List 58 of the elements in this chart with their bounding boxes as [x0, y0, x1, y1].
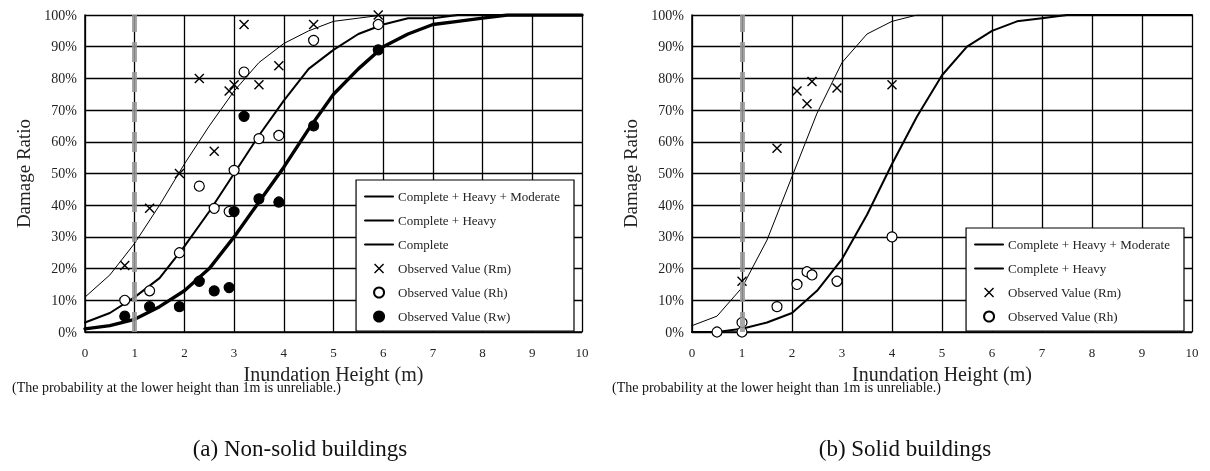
y-tick-label: 90% [51, 39, 78, 55]
y-tick-label: 70% [658, 102, 685, 118]
legend-label: Complete + Heavy [1008, 261, 1107, 276]
legend-label: Observed Value (Rw) [398, 309, 511, 324]
legend-label: Observed Value (Rm) [1008, 285, 1122, 300]
y-axis-title: Damage Ratio [620, 118, 641, 229]
x-tick-label: 8 [1088, 345, 1096, 360]
y-tick-label: 0% [665, 324, 685, 340]
x-tick-label: 5 [938, 345, 946, 360]
x-tick-label: 2 [181, 345, 188, 360]
y-tick-label: 20% [658, 261, 685, 277]
x-tick-label: 7 [1038, 345, 1046, 360]
x-tick-label: 3 [230, 345, 238, 360]
y-tick-label: 80% [658, 70, 685, 86]
y-tick-label: 10% [51, 292, 78, 308]
x-tick-label: 1 [131, 345, 138, 360]
y-tick-label: 30% [658, 229, 685, 245]
y-tick-label: 40% [51, 197, 78, 213]
y-tick-label: 50% [51, 166, 78, 181]
x-tick-label: 0 [81, 345, 89, 360]
y-tick-label: 90% [658, 39, 685, 55]
legend-label: Observed Value (Rm) [398, 261, 512, 276]
legend-label: Observed Value (Rh) [1008, 309, 1118, 324]
x-tick-label: 4 [888, 345, 896, 360]
x-tick-label: 3 [838, 345, 846, 360]
x-tick-label: 9 [1138, 345, 1146, 360]
text: (b) Solid buildings [818, 436, 992, 461]
legend-label: Complete + Heavy + Moderate [1008, 237, 1171, 252]
y-axis-title: Damage Ratio [13, 118, 34, 229]
y-tick-label: 60% [51, 134, 78, 150]
y-tick-label: 20% [51, 261, 78, 277]
x-tick-label: 6 [988, 345, 996, 360]
x-tick-label: 7 [429, 345, 437, 360]
x-tick-label: 4 [280, 345, 288, 360]
x-tick-label: 10 [1185, 345, 1199, 360]
x-tick-label: 9 [529, 345, 536, 360]
y-tick-label: 100% [44, 7, 78, 23]
legend-label: Observed Value (Rh) [398, 285, 508, 300]
legend-label: Complete + Heavy [398, 213, 497, 228]
y-tick-label: 40% [658, 197, 685, 213]
legend-label: Complete + Heavy + Moderate [398, 189, 561, 204]
x-tick-label: 1 [738, 345, 746, 360]
y-tick-label: 0% [58, 324, 78, 340]
y-tick-label: 30% [51, 229, 78, 245]
x-tick-label: 0 [688, 345, 696, 360]
x-tick-label: 5 [330, 345, 337, 360]
y-tick-label: 100% [651, 7, 685, 23]
y-tick-label: 50% [658, 166, 685, 181]
x-tick-label: 6 [379, 345, 387, 360]
y-tick-label: 70% [51, 102, 78, 118]
y-tick-label: 80% [51, 70, 78, 86]
legend-label: Complete [398, 237, 449, 252]
x-tick-label: 8 [479, 345, 486, 360]
y-tick-label: 10% [658, 292, 685, 308]
x-tick-label: 10 [575, 345, 589, 360]
text: (a) Non-solid buildings [192, 436, 408, 461]
y-tick-label: 60% [658, 134, 685, 150]
x-tick-label: 2 [788, 345, 796, 360]
